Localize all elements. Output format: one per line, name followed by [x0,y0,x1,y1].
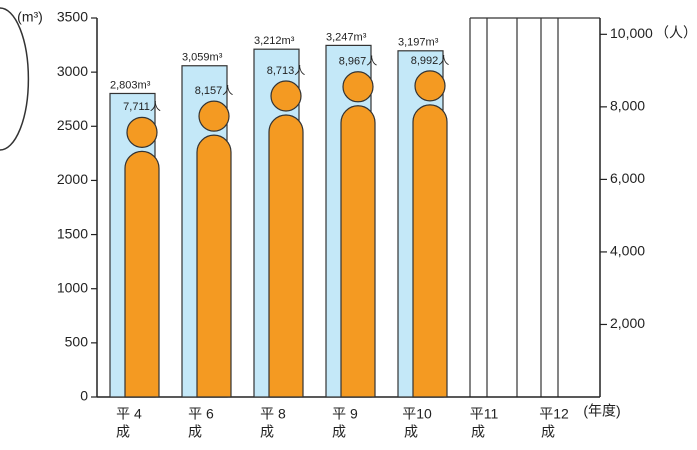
y-tick-label: 2500 [57,117,88,133]
x-tick-label: 平 9 [332,406,358,422]
value-label: 8,713人 [267,64,306,77]
x-tick-label: 成 [541,424,555,440]
y-tick-label: 2000 [57,171,88,187]
empty-columns [469,17,600,397]
y-tick-label: 1000 [57,279,88,295]
y-tick-label: 1500 [57,225,88,241]
person-bar [412,70,448,398]
person-bar [124,116,160,398]
x-axis-label: (年度) [583,403,620,419]
person-bar [196,100,232,398]
y2-axis-label: （人） [655,25,697,41]
x-tick-label: 成 [332,424,346,440]
value-label: 8,992人 [411,54,450,67]
value-label: 3,212m³ [254,35,295,47]
value-label: 3,059m³ [182,52,223,64]
value-label: 3,197m³ [398,37,439,49]
y-axis-label: (m³) [17,9,43,25]
x-tick-label: 平 4 [116,406,142,422]
value-label: 3,247m³ [326,31,367,43]
y2-tick-label: 2,000 [610,315,645,331]
x-tick-label: 平12 [539,406,569,422]
value-label: 8,157人 [195,84,234,97]
y-tick-label: 0 [80,388,88,404]
y2-tick-label: 10,000 [610,25,653,41]
x-tick-label: 成 [260,424,274,440]
x-tick-label: 平10 [402,406,432,422]
person-bar [340,71,376,398]
x-tick-label: 成 [188,424,202,440]
y-tick-label: 3500 [57,9,88,25]
x-tick-label: 平 6 [188,406,214,422]
y2-tick-label: 8,000 [610,98,645,114]
value-label: 7,711人 [123,100,161,113]
x-tick-label: 平 8 [260,406,286,422]
value-label: 2,803m³ [110,79,151,91]
y-tick-label: 3000 [57,63,88,79]
x-tick-label: 平11 [470,406,499,422]
value-label: 8,967人 [339,55,378,68]
y-tick-label: 500 [65,334,89,350]
person-bar [268,80,304,398]
y2-tick-label: 6,000 [610,170,645,186]
y2-tick-label: 4,000 [610,243,645,259]
x-tick-label: 成 [471,424,485,440]
decoration-arc [0,7,30,151]
x-tick-label: 成 [404,424,418,440]
x-tick-label: 成 [116,424,130,440]
